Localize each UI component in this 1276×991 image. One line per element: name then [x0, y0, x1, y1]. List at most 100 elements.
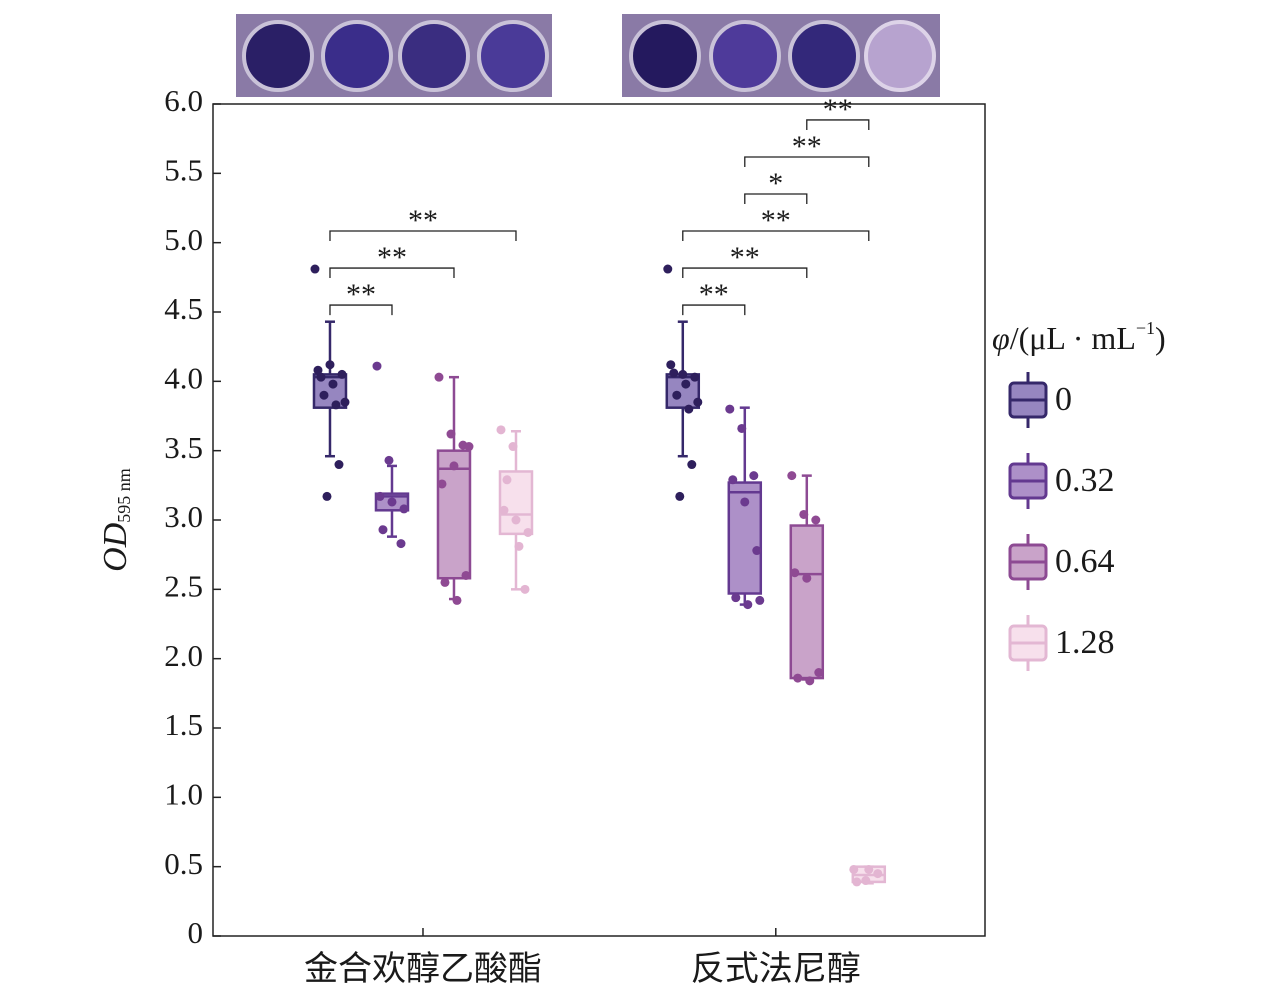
well: [864, 20, 936, 92]
y-tick-label: 5.0: [164, 222, 203, 257]
significance-bracket: [682, 304, 746, 316]
legend-label: 0: [1055, 381, 1072, 418]
data-point: [861, 876, 871, 886]
data-point: [502, 475, 512, 485]
y-tick-label: 6.0: [164, 83, 203, 118]
legend-title: φ/(μL · mL−1): [992, 318, 1166, 356]
y-tick-label: 2.5: [164, 568, 203, 603]
data-point: [384, 455, 394, 465]
well-photos: [236, 14, 940, 97]
data-point: [684, 404, 694, 414]
data-point: [687, 460, 697, 470]
well: [788, 20, 860, 92]
data-point: [873, 869, 883, 879]
data-point: [678, 369, 688, 379]
y-tick-label: 4.0: [164, 360, 203, 395]
data-point: [864, 864, 874, 874]
significance-label: *: [768, 167, 783, 200]
data-point: [743, 600, 753, 610]
data-point: [340, 397, 350, 407]
data-point: [437, 479, 447, 489]
y-label-main: OD: [97, 522, 134, 572]
data-point: [434, 372, 444, 382]
data-point: [749, 471, 759, 481]
data-point: [690, 372, 700, 382]
plot-frame: [212, 103, 986, 937]
data-point: [399, 504, 409, 514]
data-point: [464, 442, 474, 452]
significance-label: **: [792, 130, 822, 163]
well: [242, 20, 314, 92]
data-point: [669, 368, 679, 378]
significance-bracket: [682, 267, 808, 279]
significance-bracket: [682, 230, 870, 242]
data-point: [740, 497, 750, 507]
legend-label: 0.32: [1055, 462, 1115, 499]
data-point: [378, 525, 388, 535]
well: [709, 20, 781, 92]
significance-bracket: [744, 193, 808, 204]
data-point: [811, 515, 821, 525]
data-point: [849, 864, 859, 874]
data-point: [814, 668, 824, 678]
legend-label: 0.64: [1055, 543, 1115, 580]
well: [398, 20, 470, 92]
data-point: [337, 369, 347, 379]
data-point: [446, 429, 456, 439]
data-point: [375, 491, 385, 501]
significance-label: **: [730, 241, 760, 274]
data-point: [511, 515, 521, 525]
data-point: [787, 471, 797, 481]
y-tick-label: 1.0: [164, 776, 203, 811]
significance-label: **: [823, 93, 853, 126]
significance-bracket: [329, 230, 517, 242]
data-point: [316, 372, 326, 382]
data-point: [310, 264, 320, 274]
y-axis-label: OD595 nm: [97, 468, 134, 572]
data-point: [331, 400, 341, 410]
y-label-subscript: 595 nm: [114, 468, 134, 523]
data-point: [328, 379, 338, 389]
data-point: [793, 673, 803, 683]
x-tick-label: 金合欢醇乙酸酯: [304, 950, 542, 988]
well: [321, 20, 393, 92]
legend-label: 1.28: [1055, 624, 1115, 661]
data-point: [440, 577, 450, 587]
data-point: [852, 877, 862, 887]
data-point: [728, 475, 738, 485]
data-point: [666, 360, 676, 370]
data-point: [790, 568, 800, 578]
data-point: [693, 397, 703, 407]
legend-title-close: ): [1155, 320, 1166, 356]
significance-bracket: [329, 267, 455, 279]
box: [436, 449, 472, 580]
data-point: [499, 505, 509, 515]
significance-bracket: [806, 119, 870, 130]
well: [477, 20, 549, 92]
legend-title-unit: /(μL · mL: [1010, 320, 1136, 356]
data-point: [675, 491, 685, 501]
data-point: [737, 423, 747, 433]
data-point: [372, 361, 382, 371]
significance-label: **: [377, 241, 407, 274]
data-point: [313, 365, 323, 375]
significance-label: **: [761, 204, 791, 237]
x-tick-label: 反式法尼醇: [691, 950, 861, 988]
data-point: [461, 570, 471, 580]
data-point: [396, 539, 406, 549]
significance-bracket: [744, 156, 870, 167]
y-tick-label: 0: [188, 915, 204, 950]
data-point: [802, 573, 812, 583]
data-point: [387, 497, 397, 507]
significance-label: **: [408, 204, 438, 237]
y-tick-label: 3.0: [164, 499, 203, 534]
data-point: [752, 546, 762, 556]
y-tick-label: 1.5: [164, 707, 203, 742]
y-tick-label: 2.0: [164, 638, 203, 673]
data-point: [799, 509, 809, 519]
data-point: [452, 595, 462, 605]
significance-label: **: [699, 278, 729, 311]
y-tick-label: 4.5: [164, 291, 203, 326]
